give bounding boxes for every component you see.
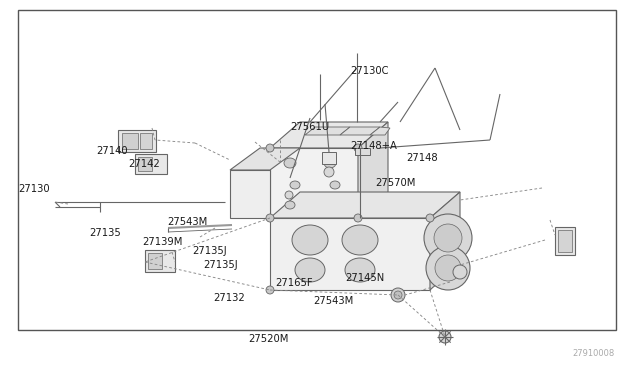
- Polygon shape: [370, 127, 390, 135]
- Circle shape: [266, 286, 274, 294]
- Circle shape: [266, 144, 274, 152]
- Polygon shape: [305, 127, 350, 135]
- Ellipse shape: [330, 181, 340, 189]
- Ellipse shape: [345, 258, 375, 282]
- Polygon shape: [358, 122, 388, 218]
- Text: 27148: 27148: [406, 153, 437, 163]
- Ellipse shape: [342, 225, 378, 255]
- Bar: [18, 10, 616, 330]
- Circle shape: [453, 265, 467, 279]
- Text: 27145N: 27145N: [346, 273, 385, 283]
- Circle shape: [391, 288, 405, 302]
- Text: 27135: 27135: [90, 228, 122, 237]
- Circle shape: [426, 214, 434, 222]
- Polygon shape: [270, 122, 388, 148]
- Polygon shape: [340, 127, 380, 135]
- Circle shape: [426, 246, 470, 290]
- Text: 27520M: 27520M: [248, 334, 289, 343]
- Text: 27140: 27140: [96, 146, 127, 156]
- Text: 27142: 27142: [128, 159, 160, 169]
- Ellipse shape: [284, 158, 296, 168]
- Ellipse shape: [324, 158, 336, 168]
- Bar: [122, 133, 138, 149]
- Text: 27910008: 27910008: [573, 349, 615, 358]
- Bar: [322, 152, 336, 164]
- Polygon shape: [230, 148, 300, 170]
- Circle shape: [439, 331, 451, 343]
- Circle shape: [394, 291, 402, 299]
- Text: 27543M: 27543M: [314, 296, 354, 306]
- Circle shape: [354, 214, 362, 222]
- Circle shape: [435, 255, 461, 281]
- Text: 27148+A: 27148+A: [351, 141, 397, 151]
- Bar: [145, 250, 175, 272]
- Text: 27139M: 27139M: [142, 237, 182, 247]
- Text: 27570M: 27570M: [375, 178, 415, 188]
- Text: 27135J: 27135J: [204, 260, 238, 270]
- Text: 27165F: 27165F: [275, 279, 313, 288]
- Text: 27130C: 27130C: [351, 66, 389, 76]
- Ellipse shape: [290, 181, 300, 189]
- Ellipse shape: [292, 225, 328, 255]
- Bar: [148, 253, 162, 269]
- Text: 27132: 27132: [213, 293, 245, 302]
- Text: 27135J: 27135J: [192, 247, 227, 256]
- Text: 27130: 27130: [18, 184, 49, 194]
- Circle shape: [354, 144, 362, 152]
- Polygon shape: [270, 192, 460, 218]
- Bar: [140, 133, 152, 149]
- Bar: [135, 154, 167, 174]
- Ellipse shape: [295, 258, 325, 282]
- Bar: [138, 157, 152, 171]
- Ellipse shape: [285, 201, 295, 209]
- Polygon shape: [270, 148, 358, 218]
- Circle shape: [285, 191, 293, 199]
- Circle shape: [424, 214, 472, 262]
- Polygon shape: [230, 170, 270, 218]
- Polygon shape: [270, 218, 430, 290]
- Bar: [558, 230, 572, 252]
- Bar: [118, 130, 156, 152]
- Polygon shape: [355, 148, 370, 155]
- Text: 27543M: 27543M: [168, 217, 208, 227]
- Circle shape: [266, 214, 274, 222]
- Polygon shape: [430, 192, 460, 290]
- Circle shape: [324, 167, 334, 177]
- Circle shape: [434, 224, 462, 252]
- Text: 27561U: 27561U: [291, 122, 330, 132]
- Bar: [555, 227, 575, 255]
